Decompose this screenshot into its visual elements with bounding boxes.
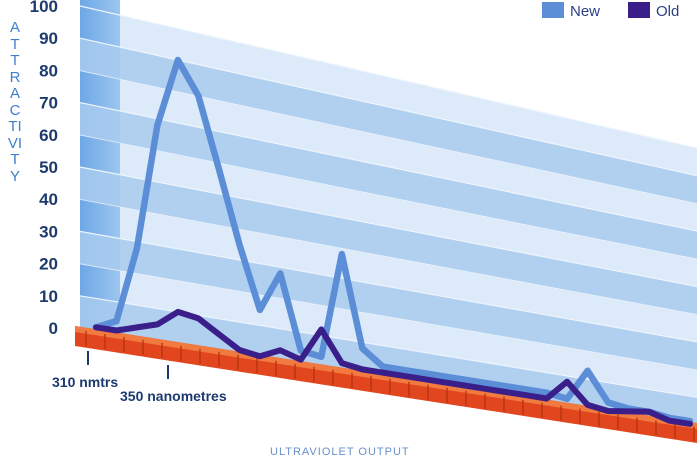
grid-band <box>80 167 697 315</box>
y-tick-label: 50 <box>39 158 58 177</box>
grid-line <box>79 5 697 149</box>
y-tick-label: 70 <box>39 94 58 113</box>
chart-floor <box>75 326 697 443</box>
grid-line <box>79 166 697 288</box>
series-line-old <box>93 308 693 427</box>
x-tick-label: 310 nmtrs <box>52 374 118 390</box>
grid-band <box>80 102 697 259</box>
y-tick-label: 0 <box>49 319 58 338</box>
legend: New Old <box>542 2 679 20</box>
y-tick-label: 60 <box>39 126 58 145</box>
y-tick-label: 20 <box>39 255 58 274</box>
y-tick-label: 90 <box>39 29 58 48</box>
grid-band <box>80 38 697 204</box>
grid-line <box>79 198 697 315</box>
series-lines <box>92 56 694 427</box>
grid-line <box>79 102 697 232</box>
grid-line <box>79 37 697 177</box>
x-tick-label: 350 nanometres <box>120 388 227 404</box>
y-tick-label: 40 <box>39 190 58 209</box>
legend-swatch-old <box>628 2 650 18</box>
y-axis-title: ATTRACTIVITY <box>7 19 23 185</box>
legend-label-old: Old <box>656 3 679 20</box>
legend-swatch-new <box>542 2 564 18</box>
y-tick-label: 100 <box>30 0 58 16</box>
y-tick-label: 30 <box>39 222 58 241</box>
y-tick-labels: 0 10 20 30 40 50 60 70 80 90 100 <box>30 0 58 338</box>
y-tick-label: 80 <box>39 61 58 80</box>
y-tick-label: 10 <box>39 287 58 306</box>
series-line-new <box>92 56 694 425</box>
legend-label-new: New <box>570 3 600 20</box>
grid-line <box>79 230 697 343</box>
grid-band <box>80 231 697 370</box>
